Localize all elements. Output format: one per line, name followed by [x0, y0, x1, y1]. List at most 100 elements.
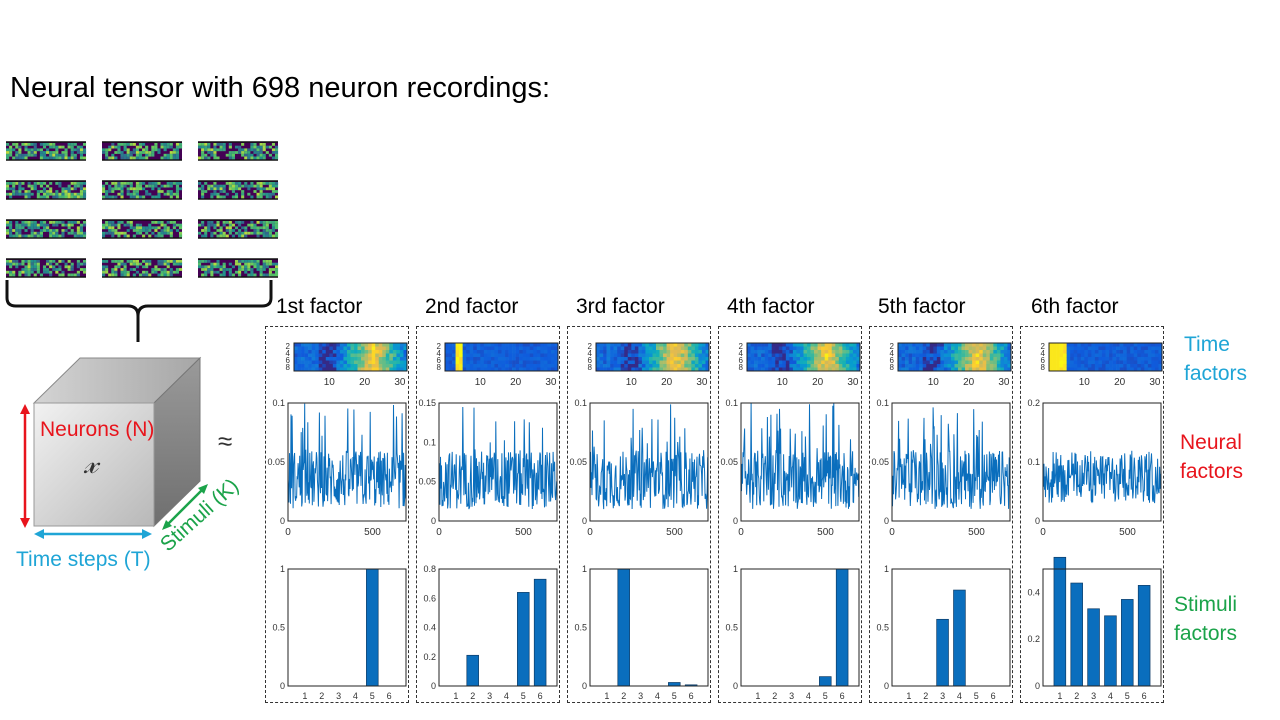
- stimuli-ytick: 0.5: [876, 623, 889, 633]
- neural-xtick: 0: [738, 527, 744, 538]
- stimuli-ytick: 0.5: [574, 623, 587, 633]
- stimuli-xtick: 6: [689, 691, 694, 701]
- neural-ytick: 0.05: [418, 477, 436, 487]
- time-factors-label: Time factors: [1184, 330, 1247, 388]
- stimuli-ytick: 0.2: [423, 652, 436, 662]
- stimuli-bar: [617, 568, 630, 687]
- stimuli-xtick: 5: [1125, 691, 1130, 701]
- stimuli-xtick: 4: [957, 691, 962, 701]
- neural-ytick: 0.1: [876, 398, 889, 408]
- neural-ytick: 0.05: [720, 457, 738, 467]
- recording-thumbnail: [102, 258, 183, 278]
- heatmap-xtick: 30: [847, 377, 859, 388]
- neural-factor-plot: 0.1 0.05 00 500: [569, 398, 709, 538]
- neural-ytick: 0: [884, 516, 889, 526]
- stimuli-xtick: 1: [604, 691, 609, 701]
- neural-factors-label-line1: Neural: [1180, 431, 1242, 454]
- stimuli-ytick: 1: [582, 564, 587, 574]
- stimuli-factor-plot: 1 0.5 0 1 2 3 4 5 6: [574, 564, 709, 701]
- recording-thumbnail: [198, 219, 279, 239]
- recording-thumbnail: [102, 219, 183, 239]
- stimuli-ytick: 0: [733, 681, 738, 691]
- neural-xtick: 0: [587, 527, 593, 538]
- heatmap-xtick: 20: [510, 377, 522, 388]
- heatmap-xtick: 30: [394, 377, 406, 388]
- stimuli-xtick: 4: [1108, 691, 1113, 701]
- neural-xtick: 500: [515, 527, 532, 538]
- stimuli-xtick: 1: [453, 691, 458, 701]
- heatmap-ytick: 4: [739, 349, 744, 358]
- stimuli-factor-plot: 1 0.5 0 1 2 3 4 5 6: [272, 564, 407, 701]
- neural-xtick: 0: [285, 527, 291, 538]
- factor-title: 6th factor: [1031, 295, 1119, 318]
- heatmap-ytick: 6: [739, 356, 744, 365]
- stimuli-bar: [1104, 615, 1117, 687]
- stimuli-ytick: 0: [280, 681, 285, 691]
- tensor-symbol: 𝓍: [84, 446, 99, 481]
- heatmap-xtick: 20: [812, 377, 824, 388]
- neural-ytick: 0.05: [267, 457, 285, 467]
- stimuli-ytick: 1: [733, 564, 738, 574]
- stimuli-factor-plot: 1 0.5 0 1 2 3 4 5 6: [876, 564, 1011, 701]
- stimuli-xtick: 5: [370, 691, 375, 701]
- factor-panel: 2 4 6 8 10 20 30 0.1 0.05 0 0 500 1 0.5 0 1 2 3 4 5 6: [567, 326, 711, 703]
- stimuli-xtick: 1: [302, 691, 307, 701]
- heatmap-ytick: 8: [588, 363, 593, 372]
- heatmap-xtick: 10: [324, 377, 336, 388]
- stimuli-bar: [466, 654, 479, 687]
- stimuli-factors-label: Stimuli factors: [1174, 590, 1237, 648]
- neural-xtick: 500: [666, 527, 683, 538]
- stimuli-bar: [1070, 582, 1083, 687]
- recording-thumbnail: [102, 180, 183, 200]
- heatmap-ytick: 4: [890, 349, 895, 358]
- stimuli-xtick: 4: [353, 691, 358, 701]
- stimuli-bar: [835, 568, 849, 687]
- heatmap-ytick: 2: [739, 342, 744, 351]
- stimuli-bar: [1137, 585, 1151, 687]
- heatmap-xtick: 20: [359, 377, 371, 388]
- factor-title: 3rd factor: [576, 295, 665, 318]
- page-title: Neural tensor with 698 neuron recordings…: [10, 72, 551, 104]
- stimuli-xtick: 3: [487, 691, 492, 701]
- stimuli-xtick: 5: [672, 691, 677, 701]
- stimuli-xtick: 3: [638, 691, 643, 701]
- stimuli-xtick: 2: [772, 691, 777, 701]
- stimuli-xtick: 2: [470, 691, 475, 701]
- stimuli-ytick: 0: [431, 681, 436, 691]
- approx-symbol: ≈: [218, 426, 233, 456]
- time-steps-label: Time steps (T): [16, 548, 151, 571]
- stimuli-xtick: 3: [789, 691, 794, 701]
- stimuli-factor-plot: 0.4 0.2 0 1 2 3 4 5 6: [1027, 556, 1162, 701]
- heatmap-ytick: 8: [1041, 363, 1046, 372]
- heatmap-ytick: 8: [286, 363, 291, 372]
- heatmap-ytick: 6: [286, 356, 291, 365]
- heatmap-xtick: 30: [1149, 377, 1161, 388]
- stimuli-factor-plot: 1 0.5 0 1 2 3 4 5 6: [725, 564, 860, 701]
- stimuli-xtick: 5: [521, 691, 526, 701]
- stimuli-bar: [366, 568, 379, 687]
- heatmap-xtick: 30: [998, 377, 1010, 388]
- stimuli-bar: [517, 592, 530, 687]
- stimuli-xtick: 6: [387, 691, 392, 701]
- stimuli-xtick: 5: [823, 691, 828, 701]
- stimuli-ytick: 0: [582, 681, 587, 691]
- heatmap-ytick: 8: [890, 363, 895, 372]
- neural-ytick: 0.1: [1027, 457, 1040, 467]
- neural-ytick: 0: [582, 516, 587, 526]
- stimuli-ytick: 0: [1035, 681, 1040, 691]
- neurons-label: Neurons (N): [40, 418, 155, 441]
- stimuli-xtick: 2: [621, 691, 626, 701]
- stimuli-xtick: 1: [1057, 691, 1062, 701]
- heatmap-ytick: 4: [1041, 349, 1046, 358]
- neural-factor-plot: 0.1 0.05 00 500: [871, 398, 1011, 538]
- stimuli-bar: [936, 618, 949, 687]
- neural-ytick: 0: [280, 516, 285, 526]
- stimuli-bar: [668, 682, 681, 687]
- factor-panel: 2 4 6 8 10 20 30 0.2 0.1 0 0 500 0.4 0.2 0 1 2 3 4 5 6: [1020, 326, 1164, 703]
